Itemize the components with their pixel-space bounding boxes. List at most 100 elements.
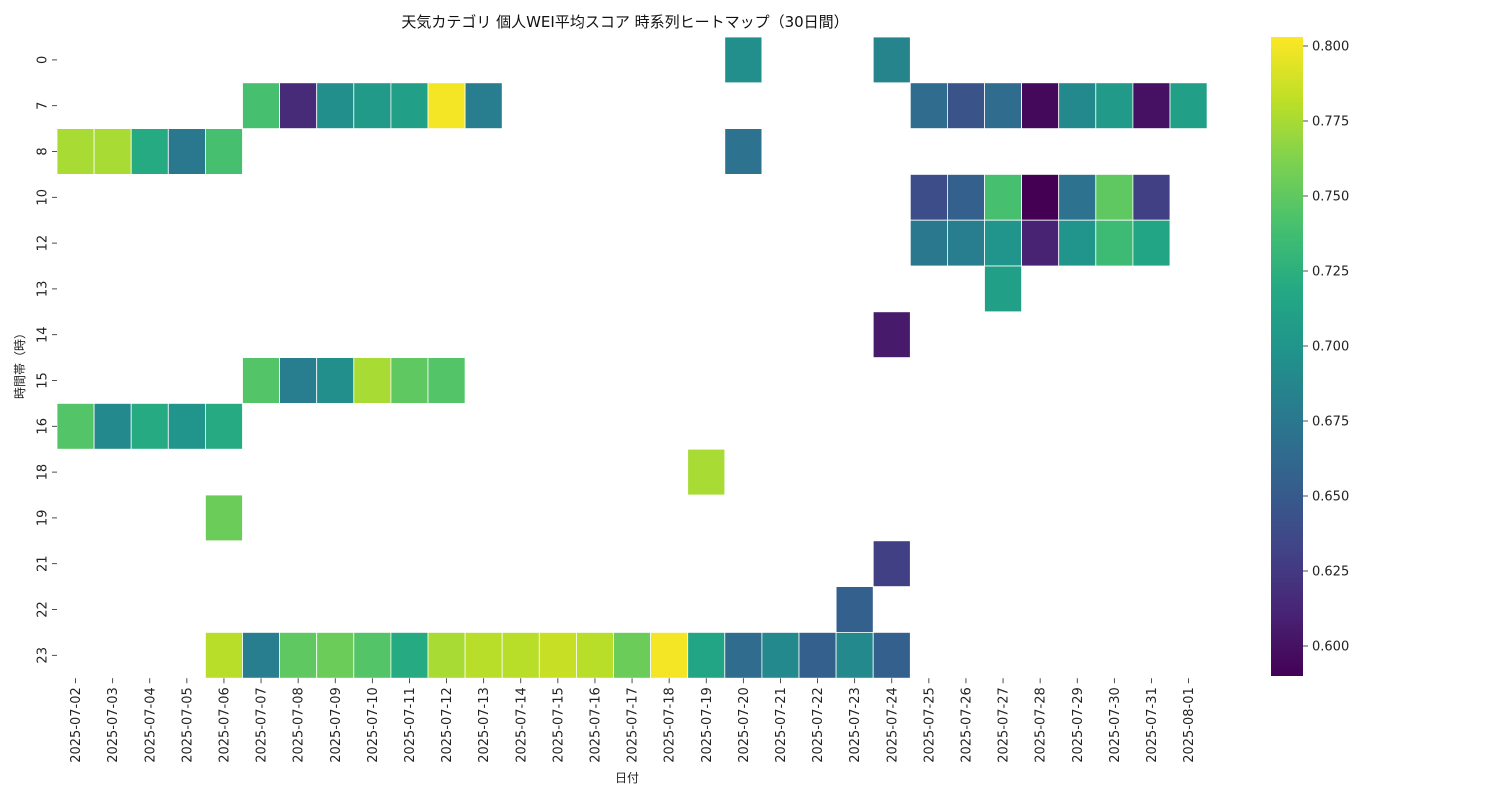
- heatmap-cell: [947, 173, 985, 221]
- heatmap-cell: [984, 82, 1022, 130]
- x-tick-label: 2025-08-01: [1182, 687, 1197, 763]
- heatmap-cell: [316, 82, 355, 130]
- heatmap-cell: [353, 82, 392, 130]
- heatmap-cell: [947, 82, 985, 130]
- colorbar-tick-label: 0.600: [1312, 640, 1349, 655]
- colorbar-tick-label: 0.725: [1312, 265, 1349, 280]
- y-tick-label: 8: [36, 147, 51, 155]
- heatmap-cell: [687, 632, 726, 679]
- heatmap-cell: [724, 632, 763, 679]
- heatmap-cell: [279, 82, 318, 130]
- heatmap-cell: [1169, 82, 1208, 130]
- heatmap-cell: [909, 82, 948, 130]
- heatmap-cell: [1095, 173, 1134, 221]
- heatmap-cell: [167, 128, 206, 175]
- x-tick-label: 2025-07-23: [848, 687, 863, 763]
- x-tick-label: 2025-07-25: [922, 687, 937, 763]
- heatmap-cell: [167, 402, 206, 450]
- heatmap-cell: [464, 632, 503, 679]
- x-tick-label: 2025-07-06: [218, 687, 233, 763]
- y-tick-label: 18: [36, 464, 51, 481]
- x-tick-label: 2025-07-24: [885, 687, 900, 763]
- x-tick-label: 2025-07-08: [292, 687, 307, 763]
- heatmap-cell: [1095, 219, 1134, 267]
- heatmap-cell: [56, 402, 95, 450]
- heatmap-cell: [1132, 219, 1171, 267]
- heatmap-cell: [909, 173, 948, 221]
- heatmap-cell: [1058, 173, 1097, 221]
- heatmap-cell: [204, 494, 243, 542]
- y-tick-label: 23: [36, 647, 51, 664]
- x-tick-label: 2025-07-26: [960, 687, 975, 763]
- heatmap-cell: [353, 632, 392, 679]
- y-tick-label: 16: [36, 418, 51, 435]
- heatmap-cell: [1058, 219, 1097, 267]
- heatmap-cell: [390, 632, 429, 679]
- colorbar-tick-label: 0.625: [1312, 565, 1349, 580]
- heatmap-cell: [204, 402, 243, 450]
- heatmap-cells: [56, 36, 1208, 679]
- heatmap-cell: [984, 173, 1022, 221]
- heatmap-cell: [984, 265, 1022, 313]
- heatmap-cell: [872, 36, 911, 84]
- heatmap-cell: [872, 632, 911, 679]
- colorbar-tick-label: 0.700: [1312, 340, 1349, 355]
- x-tick-label: 2025-07-16: [589, 687, 604, 763]
- heatmap-cell: [724, 128, 763, 175]
- heatmap-cell: [204, 632, 243, 679]
- heatmap-cell: [316, 357, 355, 404]
- x-tick-label: 2025-07-31: [1145, 687, 1160, 763]
- x-tick-label: 2025-07-15: [551, 687, 566, 763]
- y-tick-label: 0: [36, 56, 51, 64]
- x-tick-label: 2025-07-13: [477, 687, 492, 763]
- x-tick-label: 2025-07-19: [700, 687, 715, 763]
- heatmap-cell: [464, 82, 503, 130]
- y-axis-ticks: 0 7 8 10 12 13 14 15 16 18 19 21 22 23: [36, 56, 57, 664]
- chart-title: 天気カテゴリ 個人WEI平均スコア 時系列ヒートマップ（30日間）: [401, 13, 848, 31]
- heatmap-cell: [724, 36, 763, 84]
- heatmap-cell: [427, 632, 466, 679]
- x-tick-label: 2025-07-14: [514, 687, 529, 763]
- heatmap-cell: [1021, 219, 1060, 267]
- x-tick-label: 2025-07-22: [811, 687, 826, 763]
- x-tick-label: 2025-07-09: [329, 687, 344, 763]
- heatmap-cell: [390, 357, 429, 404]
- y-axis-label: 時間帯（時）: [13, 327, 27, 399]
- heatmap-cell: [650, 632, 689, 679]
- heatmap-cell: [279, 357, 318, 404]
- x-tick-label: 2025-07-02: [69, 687, 84, 763]
- heatmap-cell: [390, 82, 429, 130]
- heatmap-cell: [1058, 82, 1097, 130]
- x-tick-label: 2025-07-04: [143, 687, 158, 763]
- heatmap-cell: [93, 402, 132, 450]
- x-tick-label: 2025-07-27: [997, 687, 1012, 763]
- heatmap-cell: [130, 128, 169, 175]
- heatmap-cell: [93, 128, 132, 175]
- x-tick-label: 2025-07-07: [255, 687, 270, 763]
- heatmap-cell: [1021, 82, 1060, 130]
- colorbar-tick-label: 0.775: [1312, 115, 1349, 130]
- x-tick-label: 2025-07-05: [180, 687, 195, 763]
- x-tick-label: 2025-07-28: [1034, 687, 1049, 763]
- y-tick-label: 7: [36, 102, 51, 110]
- heatmap-cell: [242, 357, 280, 404]
- colorbar-tick-label: 0.650: [1312, 490, 1349, 505]
- heatmap-cell: [909, 219, 948, 267]
- x-tick-label: 2025-07-30: [1108, 687, 1123, 763]
- y-tick-label: 15: [36, 372, 51, 389]
- heatmap-cell: [242, 82, 280, 130]
- heatmap-cell: [130, 402, 169, 450]
- x-tick-label: 2025-07-17: [626, 687, 641, 763]
- heatmap-cell: [947, 219, 985, 267]
- y-tick-label: 12: [36, 235, 51, 252]
- heatmap-cell: [798, 632, 837, 679]
- x-tick-label: 2025-07-21: [774, 687, 789, 763]
- colorbar-tick-label: 0.800: [1312, 40, 1349, 55]
- colorbar: 0.600 0.625 0.650 0.675 0.700 0.725 0.750 0.775…: [1271, 37, 1349, 676]
- heatmap-cell: [835, 632, 874, 679]
- x-axis-label: 日付: [615, 771, 639, 785]
- heatmap-cell: [576, 632, 614, 679]
- heatmap-cell: [279, 632, 318, 679]
- x-tick-label: 2025-07-10: [366, 687, 381, 763]
